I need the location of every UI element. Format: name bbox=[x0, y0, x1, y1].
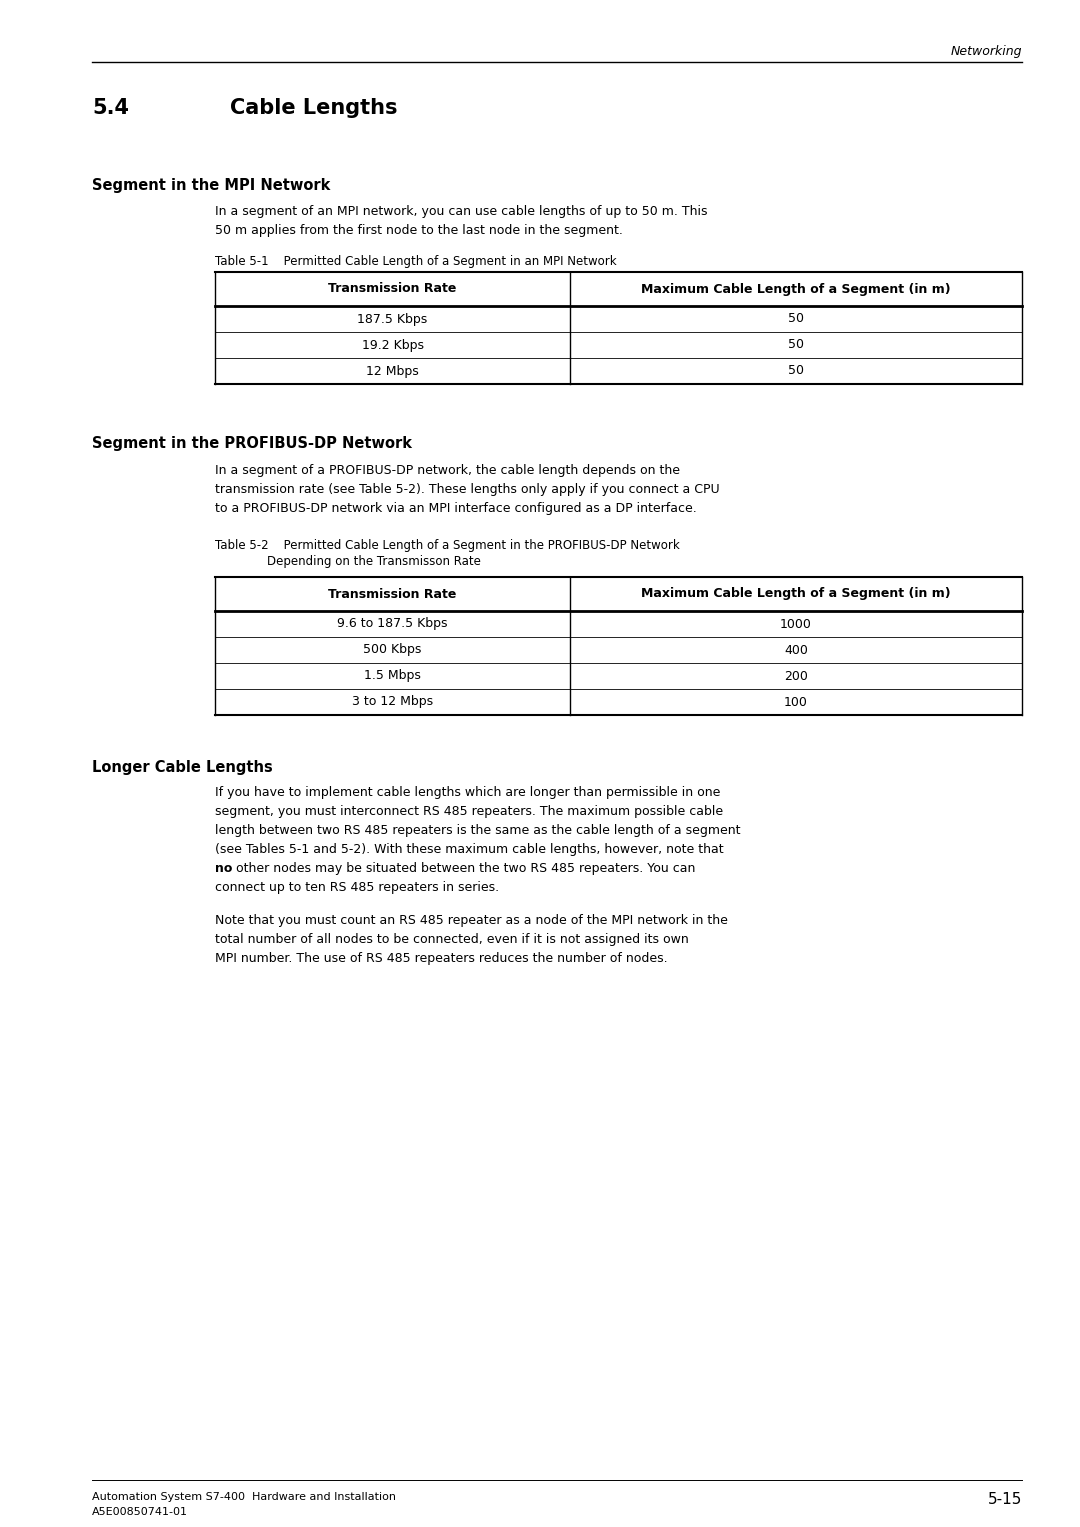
Text: 3 to 12 Mbps: 3 to 12 Mbps bbox=[352, 695, 433, 709]
Text: transmission rate (see Table 5-2). These lengths only apply if you connect a CPU: transmission rate (see Table 5-2). These… bbox=[215, 483, 719, 496]
Text: Table 5-2    Permitted Cable Length of a Segment in the PROFIBUS-DP Network: Table 5-2 Permitted Cable Length of a Se… bbox=[215, 539, 679, 551]
Text: 50: 50 bbox=[788, 365, 804, 377]
Text: 187.5 Kbps: 187.5 Kbps bbox=[357, 313, 428, 325]
Text: Transmission Rate: Transmission Rate bbox=[328, 282, 457, 296]
Text: Networking: Networking bbox=[950, 46, 1022, 58]
Text: MPI number. The use of RS 485 repeaters reduces the number of nodes.: MPI number. The use of RS 485 repeaters … bbox=[215, 951, 667, 965]
Text: 50: 50 bbox=[788, 339, 804, 351]
Text: Transmission Rate: Transmission Rate bbox=[328, 588, 457, 600]
Text: Longer Cable Lengths: Longer Cable Lengths bbox=[92, 760, 273, 776]
Text: 5-15: 5-15 bbox=[987, 1492, 1022, 1507]
Text: Table 5-1    Permitted Cable Length of a Segment in an MPI Network: Table 5-1 Permitted Cable Length of a Se… bbox=[215, 255, 617, 269]
Text: Maximum Cable Length of a Segment (in m): Maximum Cable Length of a Segment (in m) bbox=[642, 588, 950, 600]
Text: Cable Lengths: Cable Lengths bbox=[230, 98, 397, 118]
Text: 1.5 Mbps: 1.5 Mbps bbox=[364, 669, 421, 683]
Text: length between two RS 485 repeaters is the same as the cable length of a segment: length between two RS 485 repeaters is t… bbox=[215, 825, 741, 837]
Text: Segment in the PROFIBUS-DP Network: Segment in the PROFIBUS-DP Network bbox=[92, 437, 411, 450]
Text: Note that you must count an RS 485 repeater as a node of the MPI network in the: Note that you must count an RS 485 repea… bbox=[215, 915, 728, 927]
Text: total number of all nodes to be connected, even if it is not assigned its own: total number of all nodes to be connecte… bbox=[215, 933, 689, 947]
Text: 1000: 1000 bbox=[780, 617, 812, 631]
Text: If you have to implement cable lengths which are longer than permissible in one: If you have to implement cable lengths w… bbox=[215, 786, 720, 799]
Text: 400: 400 bbox=[784, 643, 808, 657]
Text: connect up to ten RS 485 repeaters in series.: connect up to ten RS 485 repeaters in se… bbox=[215, 881, 499, 893]
Text: 500 Kbps: 500 Kbps bbox=[363, 643, 421, 657]
Text: segment, you must interconnect RS 485 repeaters. The maximum possible cable: segment, you must interconnect RS 485 re… bbox=[215, 805, 724, 818]
Text: Depending on the Transmisson Rate: Depending on the Transmisson Rate bbox=[267, 554, 481, 568]
Text: no: no bbox=[215, 863, 232, 875]
Text: A5E00850741-01: A5E00850741-01 bbox=[92, 1507, 188, 1516]
Text: 200: 200 bbox=[784, 669, 808, 683]
Text: (see Tables 5-1 and 5-2). With these maximum cable lengths, however, note that: (see Tables 5-1 and 5-2). With these max… bbox=[215, 843, 724, 857]
Text: In a segment of a PROFIBUS-DP network, the cable length depends on the: In a segment of a PROFIBUS-DP network, t… bbox=[215, 464, 680, 476]
Text: other nodes may be situated between the two RS 485 repeaters. You can: other nodes may be situated between the … bbox=[232, 863, 696, 875]
Text: 19.2 Kbps: 19.2 Kbps bbox=[362, 339, 423, 351]
Text: 9.6 to 187.5 Kbps: 9.6 to 187.5 Kbps bbox=[337, 617, 448, 631]
Text: 50: 50 bbox=[788, 313, 804, 325]
Text: 100: 100 bbox=[784, 695, 808, 709]
Text: to a PROFIBUS-DP network via an MPI interface configured as a DP interface.: to a PROFIBUS-DP network via an MPI inte… bbox=[215, 502, 697, 515]
Text: 50 m applies from the first node to the last node in the segment.: 50 m applies from the first node to the … bbox=[215, 224, 623, 237]
Text: 12 Mbps: 12 Mbps bbox=[366, 365, 419, 377]
Text: Maximum Cable Length of a Segment (in m): Maximum Cable Length of a Segment (in m) bbox=[642, 282, 950, 296]
Text: 5.4: 5.4 bbox=[92, 98, 129, 118]
Text: Automation System S7-400  Hardware and Installation: Automation System S7-400 Hardware and In… bbox=[92, 1492, 396, 1503]
Text: In a segment of an MPI network, you can use cable lengths of up to 50 m. This: In a segment of an MPI network, you can … bbox=[215, 205, 707, 218]
Text: Segment in the MPI Network: Segment in the MPI Network bbox=[92, 179, 330, 192]
